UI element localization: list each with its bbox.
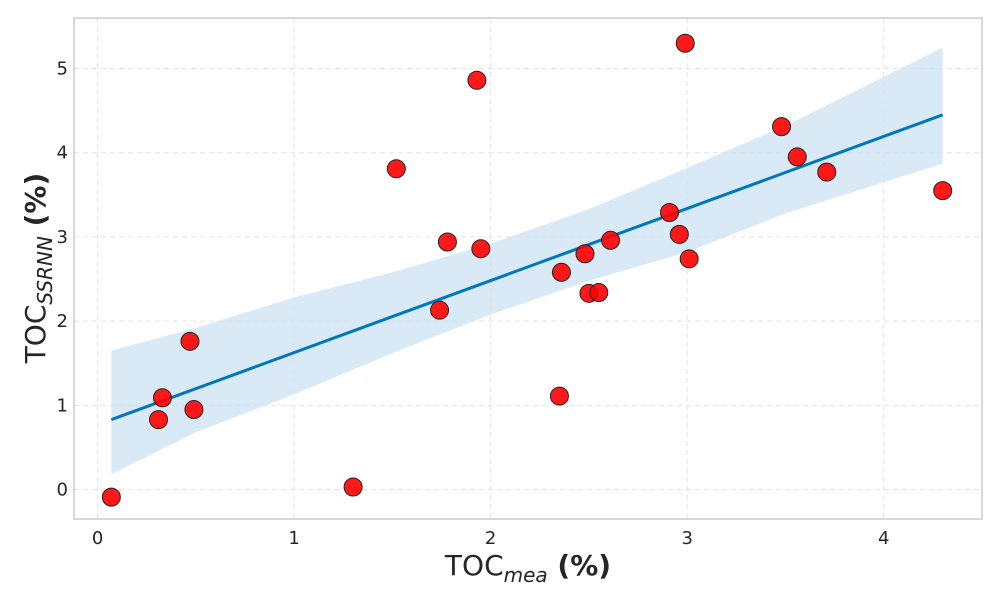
x-tick-label: 2 xyxy=(485,528,496,549)
data-point xyxy=(184,400,204,420)
data-point xyxy=(772,117,792,137)
data-point xyxy=(601,230,621,250)
data-point xyxy=(679,249,699,269)
y-axis-label-main: TOC xyxy=(19,305,52,365)
y-axis-label-suffix: (%) xyxy=(19,173,52,236)
y-tick-label: 4 xyxy=(57,143,68,164)
data-points xyxy=(101,33,953,507)
x-tick-label: 1 xyxy=(288,528,299,549)
y-axis-label-sub: SSRNN xyxy=(33,236,57,305)
data-point xyxy=(675,33,695,53)
x-axis-label: TOCmea (%) xyxy=(444,549,611,587)
x-axis-label-main: TOC xyxy=(444,549,504,582)
data-point xyxy=(430,300,450,320)
data-point xyxy=(149,410,169,430)
y-tick-label: 3 xyxy=(57,227,68,248)
data-point xyxy=(471,239,491,259)
data-point xyxy=(180,331,200,351)
data-point xyxy=(933,181,953,201)
y-tick-label: 1 xyxy=(57,395,68,416)
data-point xyxy=(101,487,121,507)
data-point xyxy=(152,388,172,408)
data-point xyxy=(437,232,457,252)
data-point xyxy=(817,162,837,182)
y-tick-label: 5 xyxy=(57,59,68,80)
x-axis-label-sub: mea xyxy=(504,563,548,587)
x-tick-label: 3 xyxy=(681,528,692,549)
x-tick-label: 4 xyxy=(878,528,889,549)
data-point xyxy=(660,203,680,223)
y-axis-label: TOCSSRNN (%) xyxy=(19,173,57,365)
x-tick-labels: 0 1 2 3 4 xyxy=(92,528,890,549)
data-point xyxy=(551,262,571,282)
data-point xyxy=(589,282,609,302)
data-point xyxy=(787,147,807,167)
x-tick-label: 0 xyxy=(92,528,103,549)
y-tick-labels: 0 1 2 3 4 5 xyxy=(57,59,68,501)
data-point xyxy=(549,386,569,406)
data-point xyxy=(386,159,406,179)
y-tick-label: 2 xyxy=(57,311,68,332)
y-tick-label: 0 xyxy=(57,480,68,501)
data-point xyxy=(343,477,363,497)
x-axis-label-suffix: (%) xyxy=(548,549,611,582)
data-point xyxy=(575,244,595,264)
plot-frame xyxy=(73,17,983,520)
confidence-band xyxy=(111,47,943,475)
data-point xyxy=(669,224,689,244)
regression-line xyxy=(110,113,944,422)
data-point xyxy=(467,70,487,90)
